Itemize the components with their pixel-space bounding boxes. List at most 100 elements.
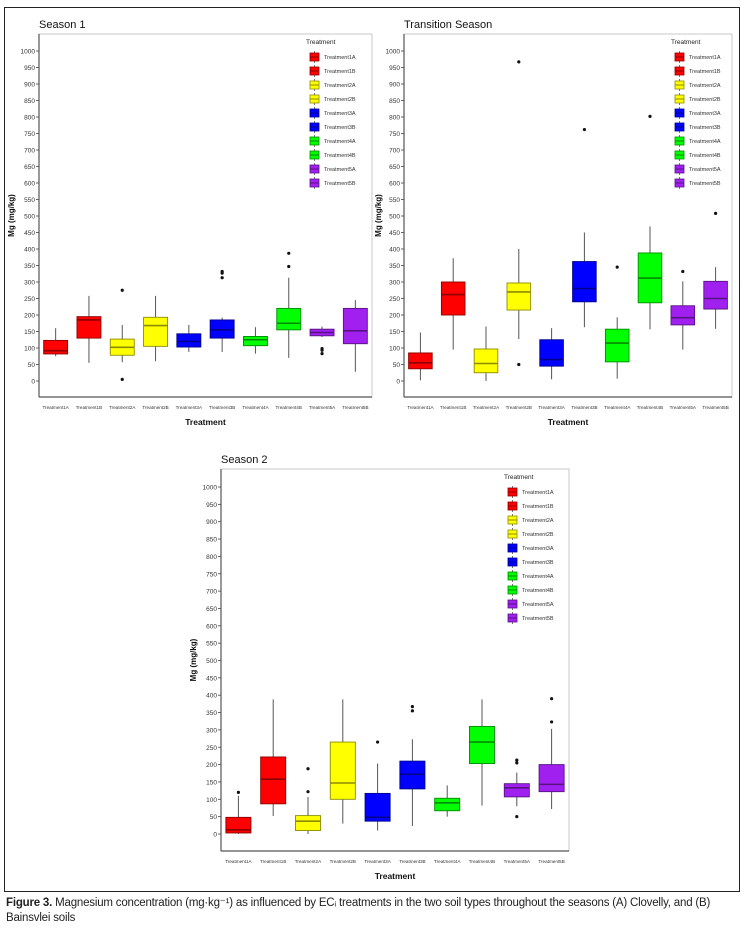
y-tick-label: 200	[389, 313, 400, 320]
legend-label: Treatment3B	[689, 125, 721, 131]
box-iqr	[670, 305, 696, 326]
figure-caption-label: Figure 3.	[6, 897, 53, 909]
legend: Treatment Treatment1A Treatment1B Treatment…	[306, 39, 356, 189]
legend-item-Treatment2B: Treatment2B	[674, 93, 721, 105]
outlier-point	[376, 740, 380, 744]
legend-label: Treatment5B	[522, 616, 554, 622]
legend: Treatment Treatment1A Treatment1B Treatment…	[671, 39, 721, 189]
legend-label: Treatment3A	[324, 111, 356, 117]
box-iqr	[43, 339, 69, 355]
legend-label: Treatment2A	[522, 518, 554, 524]
legend-label: Treatment5B	[689, 181, 721, 187]
outlier-point	[517, 60, 521, 64]
legend-item-Treatment4B: Treatment4B	[674, 149, 721, 161]
box-Treatment3A	[364, 740, 391, 831]
legend-item-Treatment2B: Treatment2B	[309, 93, 356, 105]
y-tick-label: 1000	[386, 49, 401, 56]
outlier-point	[220, 276, 224, 280]
chart-season-1: Season 1 0 50 100 150 200 250 300 350 400 450 500 55…	[7, 19, 373, 427]
x-tick-label: Treatment2B	[330, 859, 356, 864]
outlier-point	[515, 761, 519, 765]
box-Treatment1B	[76, 295, 102, 363]
box-Treatment2B	[143, 295, 168, 362]
box-iqr	[703, 280, 728, 310]
legend-label: Treatment1B	[522, 504, 554, 510]
legend-label: Treatment4B	[522, 588, 554, 594]
box-iqr	[329, 741, 356, 800]
box-Treatment4A	[604, 265, 630, 379]
x-tick-label: Treatment5B	[538, 859, 564, 864]
figure-caption: Figure 3. Magnesium concentration (mg·kg…	[6, 896, 742, 926]
legend-label: Treatment5B	[324, 181, 356, 187]
legend-item-Treatment4A: Treatment4A	[674, 135, 721, 147]
legend-label: Treatment1A	[522, 490, 554, 496]
chart-title: Season 2	[221, 454, 267, 466]
legend-label: Treatment4B	[324, 153, 356, 159]
y-tick-label: 800	[206, 554, 217, 561]
box-Treatment2A	[473, 326, 499, 381]
box-iqr	[506, 282, 532, 311]
y-tick-label: 250	[206, 745, 217, 752]
x-tick-label: Treatment1B	[260, 859, 286, 864]
y-tick-label: 350	[206, 710, 217, 717]
legend-item-Treatment5B: Treatment5B	[507, 612, 554, 624]
box-iqr	[572, 261, 597, 303]
outlier-point	[582, 127, 586, 132]
y-axis-label: Mg (mg/kg)	[374, 194, 383, 237]
y-tick-label: 1000	[203, 485, 218, 492]
legend-item-Treatment3A: Treatment3A	[507, 542, 554, 554]
figure-frame	[4, 7, 740, 892]
legend-label: Treatment4B	[689, 153, 721, 159]
box-Treatment5B	[703, 211, 728, 329]
y-tick-label: 150	[389, 329, 400, 336]
x-tick-label: Treatment1B	[76, 405, 102, 410]
x-tick-label: Treatment4B	[469, 859, 495, 864]
x-tick-label: Treatment2B	[142, 405, 168, 410]
y-tick-label: 300	[206, 727, 217, 734]
legend-item-Treatment2B: Treatment2B	[507, 528, 554, 540]
x-tick-label: Treatment1A	[407, 405, 434, 410]
chart-transition-season: Transition Season 0 50 100 150 200 250 300 350 40…	[374, 19, 733, 427]
x-tick-label: Treatment4B	[637, 405, 663, 410]
outlier-point	[120, 377, 124, 381]
chart-season-2: Season 2 0 50 100 150 200 250 300 350 400 450 500 55…	[189, 454, 570, 881]
y-tick-label: 950	[389, 65, 400, 72]
legend-item-Treatment4B: Treatment4B	[507, 584, 554, 596]
figure-caption-text: Magnesium concentration (mg·kg⁻¹) as inf…	[6, 897, 711, 924]
legend-item-Treatment3A: Treatment3A	[309, 107, 356, 119]
legend-item-Treatment1B: Treatment1B	[309, 65, 356, 77]
x-tick-label: Treatment3B	[571, 405, 597, 410]
x-axis-label: Treatment	[375, 871, 416, 881]
box-Treatment1A	[408, 332, 433, 381]
box-iqr	[143, 316, 168, 347]
legend-item-Treatment3B: Treatment3B	[674, 121, 721, 133]
box-iqr	[364, 792, 391, 822]
box-iqr	[473, 348, 499, 374]
y-tick-label: 900	[24, 82, 35, 89]
box-Treatment5A	[309, 326, 335, 356]
legend-label: Treatment2B	[689, 97, 721, 103]
y-tick-label: 400	[24, 247, 35, 254]
box-Treatment1B	[440, 258, 466, 350]
legend-label: Treatment1B	[324, 69, 356, 75]
x-tick-label: Treatment1A	[42, 405, 69, 410]
x-tick-label: Treatment3A	[176, 405, 203, 410]
y-tick-label: 950	[24, 65, 35, 72]
box-iqr	[342, 307, 368, 345]
outlier-point	[236, 790, 240, 794]
outlier-point	[515, 815, 519, 819]
y-tick-label: 450	[389, 230, 400, 237]
legend-item-Treatment3B: Treatment3B	[309, 121, 356, 133]
legend-title: Treatment	[306, 39, 336, 46]
plot-area	[403, 33, 733, 398]
y-tick-label: 600	[206, 623, 217, 630]
legend-label: Treatment2A	[689, 83, 721, 89]
y-tick-label: 350	[389, 263, 400, 270]
y-tick-label: 500	[389, 214, 400, 221]
box-Treatment4A	[243, 327, 268, 354]
y-tick-label: 550	[206, 641, 217, 648]
chart-title: Season 1	[39, 19, 85, 31]
legend-label: Treatment4A	[324, 139, 356, 145]
legend-item-Treatment2A: Treatment2A	[507, 514, 554, 526]
y-tick-label: 800	[389, 115, 400, 122]
